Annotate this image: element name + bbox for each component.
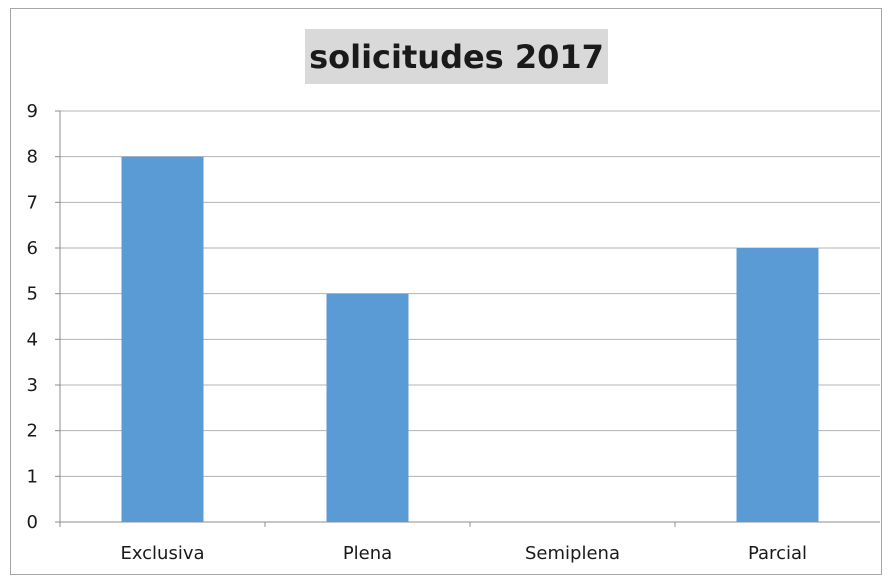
chart-title-background [305, 29, 608, 84]
y-tick-label: 3 [27, 375, 38, 396]
chart-title: solicitudes 2017 [309, 38, 604, 76]
y-tick-label: 8 [27, 147, 38, 168]
y-axis-tick-labels: 0 1 2 3 4 5 6 7 8 9 [27, 101, 60, 533]
y-tick-label: 7 [27, 192, 38, 213]
bars [121, 156, 819, 522]
x-tick-label-plena: Plena [343, 543, 392, 564]
x-axis-tick-labels: Exclusiva Plena Semiplena Parcial [59, 522, 807, 564]
y-tick-label: 9 [27, 101, 38, 122]
y-tick-label: 2 [27, 421, 38, 442]
x-tick-label-semiplena: Semiplena [525, 543, 620, 564]
y-tick-label: 1 [27, 466, 38, 487]
x-tick-label-exclusiva: Exclusiva [120, 543, 204, 564]
y-tick-label: 6 [27, 238, 38, 259]
x-tick-label-parcial: Parcial [748, 543, 807, 564]
y-tick-label: 0 [27, 512, 38, 533]
bar-parcial [736, 248, 819, 522]
y-tick-label: 5 [27, 284, 38, 305]
bar-exclusiva [121, 156, 204, 522]
bar-plena [326, 293, 409, 522]
y-tick-label: 4 [27, 329, 38, 350]
